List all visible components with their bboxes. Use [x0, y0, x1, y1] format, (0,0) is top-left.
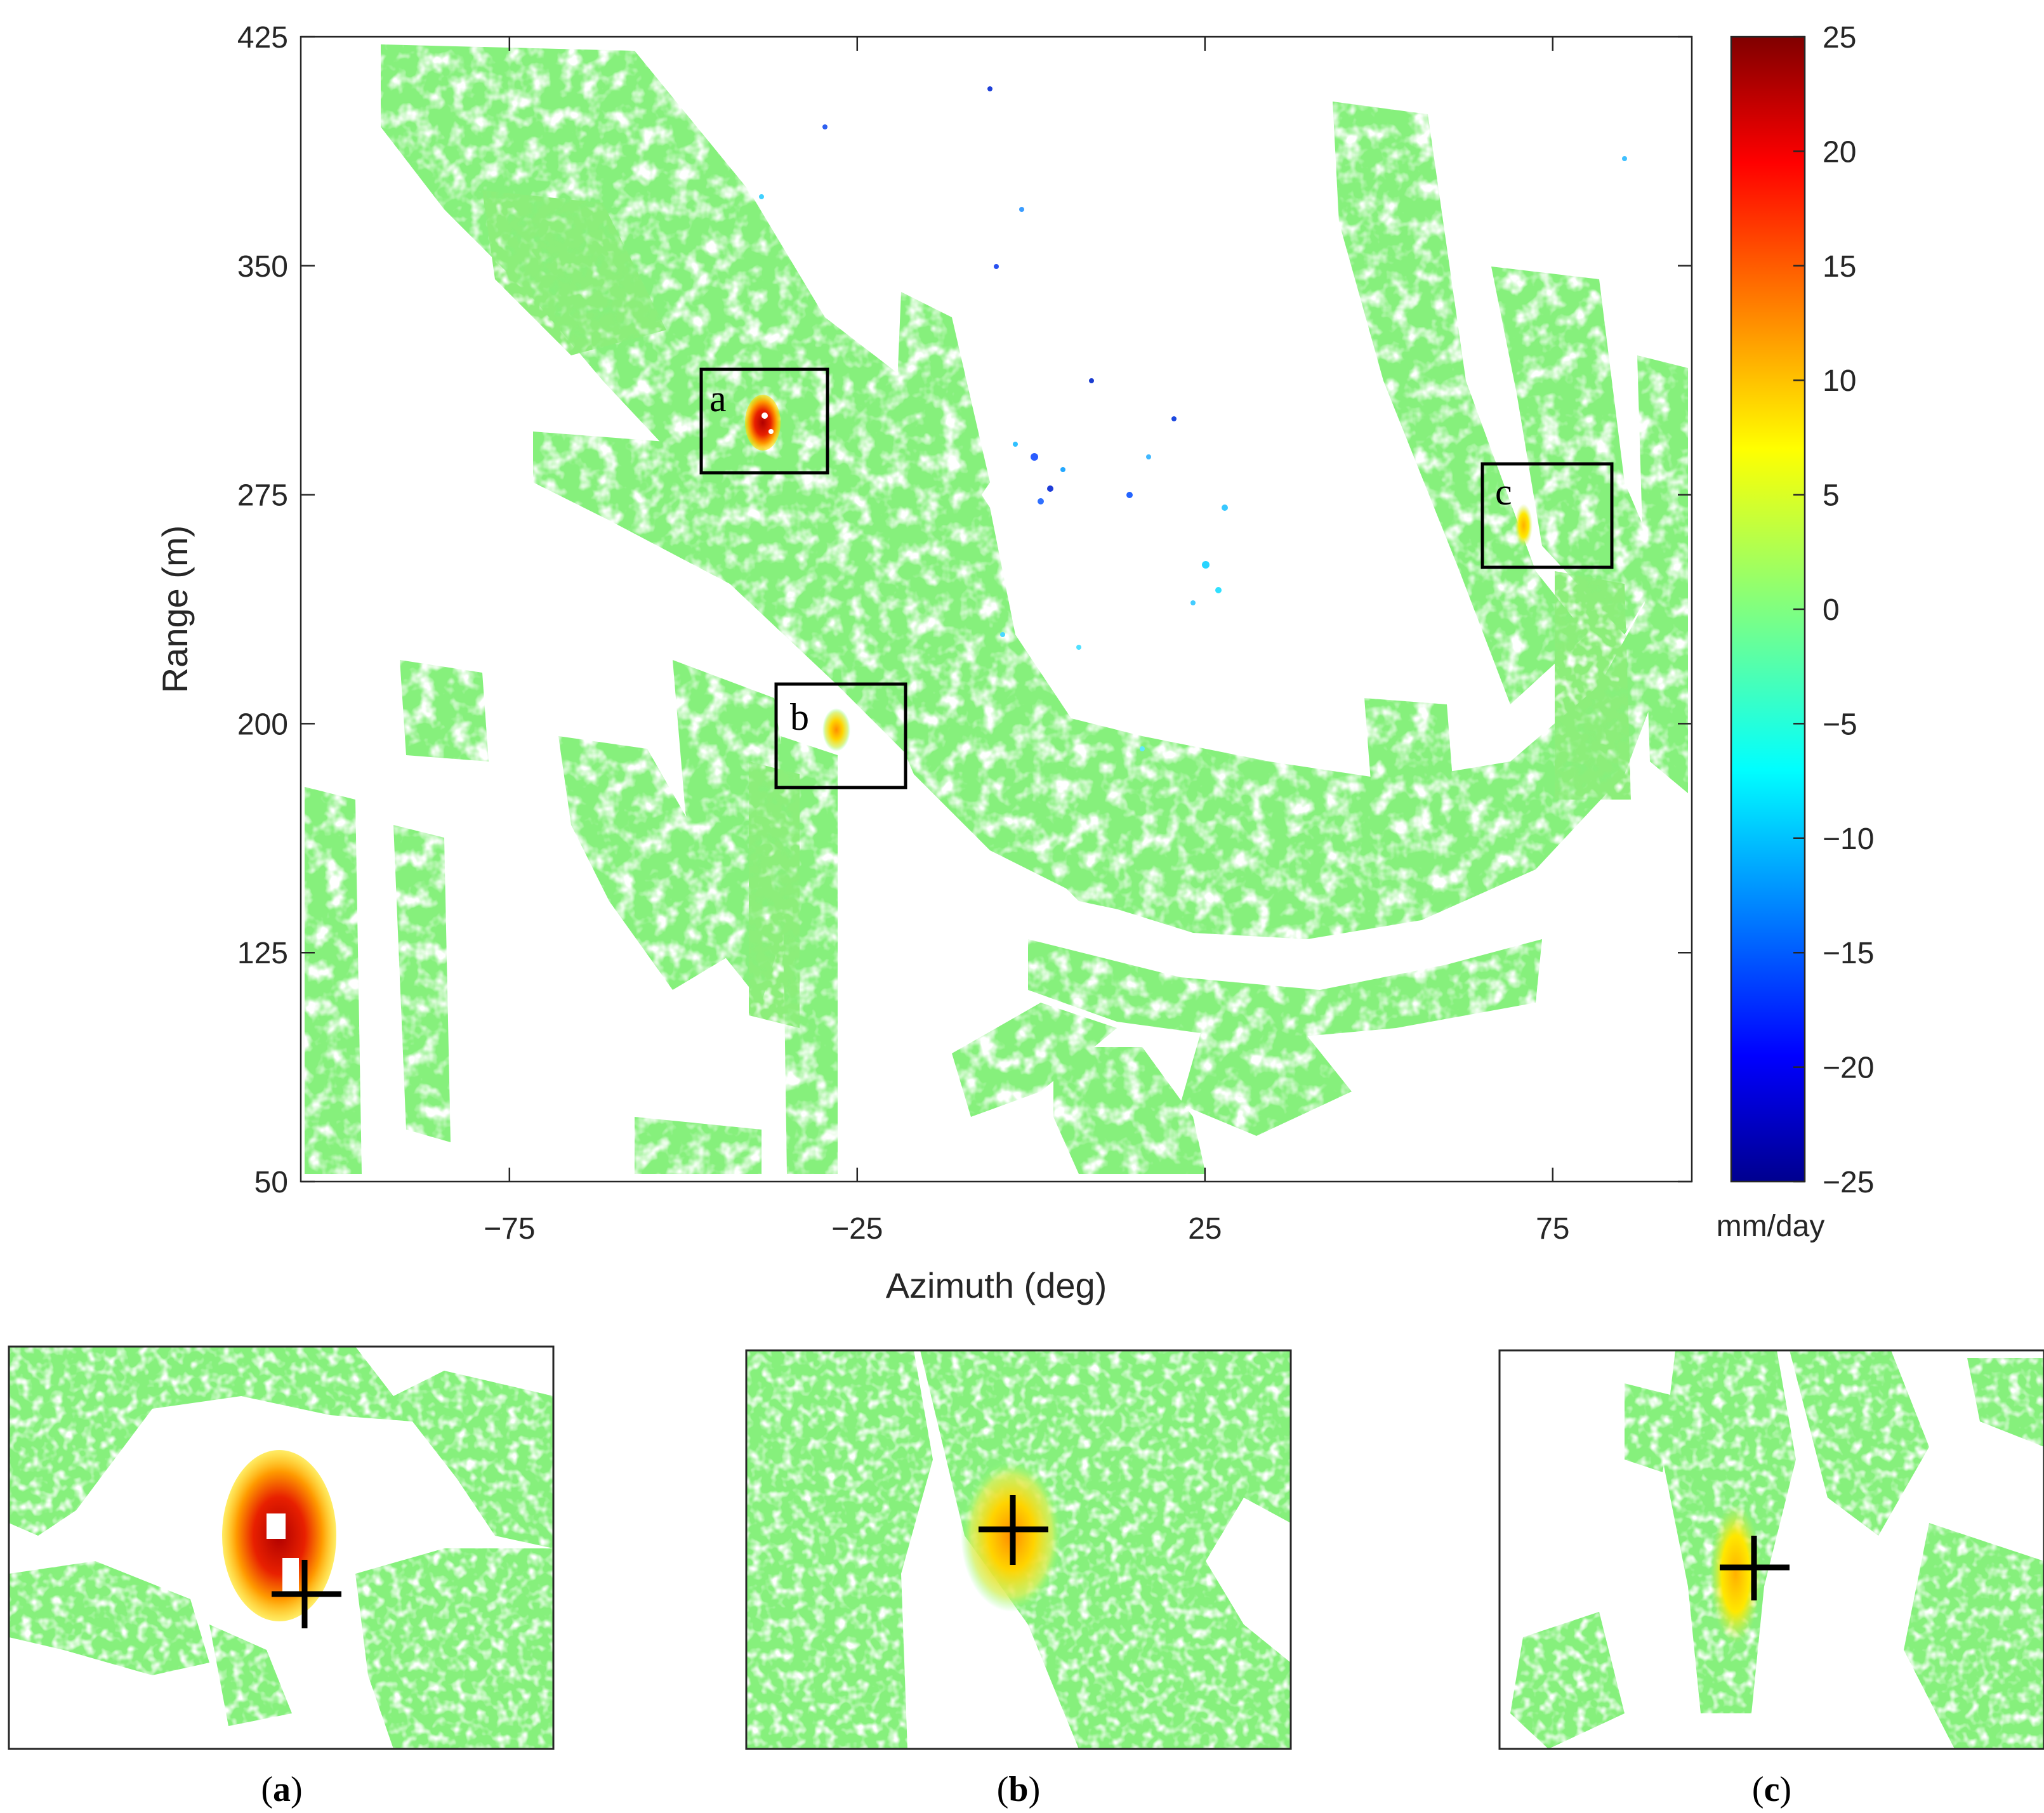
box-c-label: c	[1495, 471, 1512, 513]
colorbar-tick-label: −5	[1823, 708, 1857, 741]
y-tick-label: 425	[237, 21, 288, 55]
x-tick-label: 25	[1188, 1212, 1222, 1246]
subsidence-speckles	[759, 86, 1627, 751]
plot-frame	[300, 36, 1693, 1183]
hotspot-a	[745, 395, 781, 451]
hotspot-b	[822, 708, 850, 751]
box-b-label: b	[790, 696, 809, 738]
colorbar-tick-label: 15	[1823, 250, 1856, 284]
box-a	[699, 367, 829, 475]
colorbar-tick-label: 0	[1823, 593, 1840, 627]
zoom-panel-a: (a)	[8, 1345, 555, 1809]
zoom-panel-c-frame	[1498, 1349, 2044, 1750]
main-plot: a b c −75 −25 25 75 50 125 200 275 350 425 Azimu…	[155, 21, 1693, 1305]
colorbar-tick-label: −25	[1823, 1166, 1874, 1199]
y-tick-label: 275	[237, 479, 288, 513]
y-tick-label: 125	[237, 937, 288, 970]
y-tick-label: 350	[237, 250, 288, 284]
panel-label-c: (c)	[1752, 1770, 1791, 1809]
zoom-panel-c: (c)	[1498, 1349, 2044, 1809]
hotspot-c	[1515, 504, 1533, 547]
colorbar-ticks: 25 20 15 10 5 0 −5 −10 −15 −20 −25	[1793, 21, 1874, 1199]
y-tick-label: 50	[254, 1166, 288, 1199]
annotation-boxes: a b c	[699, 367, 1614, 789]
colorbar-tick-label: −10	[1823, 822, 1874, 856]
y-axis: 50 125 200 275 350 425	[237, 21, 1692, 1199]
colorbar: 25 20 15 10 5 0 −5 −10 −15 −20 −25 mm/day	[1717, 21, 1875, 1243]
colorbar-tick-label: 10	[1823, 364, 1856, 398]
colorbar-tick-label: −20	[1823, 1052, 1874, 1085]
panel-label-a: (a)	[261, 1770, 302, 1809]
hotspot-c-zoom	[1710, 1504, 1761, 1644]
colorbar-gradient	[1731, 37, 1805, 1182]
colorbar-tick-label: −15	[1823, 937, 1874, 970]
zoom-panel-a-frame	[8, 1345, 555, 1750]
zoom-panel-b-frame	[745, 1349, 1292, 1750]
colorbar-unit-label: mm/day	[1717, 1210, 1825, 1243]
x-tick-label: −75	[484, 1212, 535, 1246]
y-axis-label: Range (m)	[155, 525, 195, 694]
panel-label-b: (b)	[997, 1770, 1040, 1809]
x-axis: −75 −25 25 75	[484, 37, 1569, 1246]
colorbar-tick-label: 20	[1823, 135, 1856, 169]
colorbar-tick-label: 5	[1823, 479, 1840, 513]
coherent-area	[305, 44, 1688, 1174]
crosshair-c	[1720, 1536, 1790, 1600]
x-tick-label: 75	[1536, 1212, 1569, 1246]
box-a-label: a	[709, 378, 727, 419]
zoom-panel-b: (b)	[745, 1349, 1292, 1809]
x-tick-label: −25	[831, 1212, 883, 1246]
crosshair-a	[272, 1560, 341, 1628]
box-c	[1480, 462, 1614, 569]
crosshair-b	[979, 1495, 1048, 1565]
colorbar-tick-label: 25	[1823, 21, 1856, 55]
box-b	[774, 682, 907, 789]
y-tick-label: 200	[237, 708, 288, 741]
x-axis-label: Azimuth (deg)	[886, 1265, 1107, 1305]
